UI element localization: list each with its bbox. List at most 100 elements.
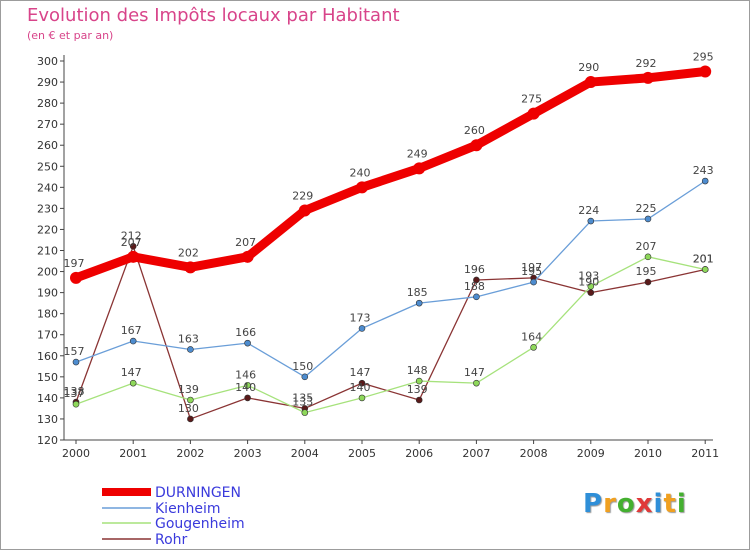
y-tick-label: 120 (37, 434, 58, 447)
data-point (587, 217, 595, 225)
data-point (187, 396, 194, 404)
proxiti-logo: Proxiti (583, 489, 687, 519)
x-tick-label: 2004 (291, 447, 319, 460)
data-label: 137 (64, 387, 85, 400)
y-tick-label: 260 (37, 139, 58, 152)
series-line-durningen (71, 67, 710, 283)
series-line-kienheim (75, 180, 706, 378)
data-label: 197 (521, 261, 542, 274)
legend-label: Kienheim (155, 501, 221, 517)
data-point (127, 250, 140, 263)
x-tick-label: 2009 (577, 447, 605, 460)
y-tick-label: 280 (37, 97, 58, 110)
y-tick-label: 130 (37, 413, 58, 426)
y-tick-label: 210 (37, 245, 58, 258)
logo-letter: P (583, 489, 604, 519)
y-tick-label: 300 (37, 55, 58, 68)
data-label: 163 (178, 332, 199, 345)
x-tick-label: 2001 (119, 447, 147, 460)
data-point (358, 394, 366, 402)
data-point (415, 299, 423, 307)
data-label: 139 (178, 383, 199, 396)
data-label: 147 (464, 366, 485, 379)
x-tick-label: 2008 (520, 447, 548, 460)
data-label: 295 (693, 51, 714, 64)
logo-letter: i (653, 489, 664, 519)
data-label: 173 (350, 311, 371, 324)
data-point (129, 337, 137, 345)
logo-letter: o (616, 489, 636, 519)
data-label: 150 (292, 360, 313, 373)
x-tick-label: 2010 (634, 447, 662, 460)
data-point (642, 71, 654, 84)
data-label: 290 (578, 61, 599, 74)
data-point (72, 400, 80, 408)
data-label: 275 (521, 93, 542, 106)
y-tick-label: 290 (37, 76, 58, 89)
data-point (473, 379, 480, 387)
data-point (415, 396, 423, 404)
y-tick-label: 160 (37, 350, 58, 363)
data-point (301, 409, 309, 416)
data-label: 148 (407, 364, 428, 377)
x-tick-label: 2006 (405, 447, 433, 460)
data-label: 212 (121, 229, 142, 242)
y-tick-label: 220 (37, 223, 58, 236)
data-label: 229 (292, 189, 313, 202)
data-label: 188 (464, 280, 485, 293)
data-label: 202 (178, 246, 199, 259)
x-tick-label: 2002 (176, 447, 204, 460)
data-point (587, 282, 595, 290)
data-point (184, 261, 197, 274)
data-point (530, 278, 537, 286)
x-tick-label: 2003 (234, 447, 262, 460)
y-tick-label: 170 (37, 329, 58, 342)
data-label: 167 (121, 324, 142, 337)
legend-label: Gougenheim (155, 516, 245, 532)
data-point (527, 107, 540, 120)
data-point (470, 139, 483, 152)
data-label: 201 (693, 252, 714, 265)
data-label: 140 (235, 381, 256, 394)
data-point (129, 379, 137, 387)
data-label: 249 (407, 147, 428, 160)
data-point (358, 379, 366, 387)
data-label: 138 (64, 385, 85, 398)
data-label: 201 (693, 252, 714, 265)
data-point (701, 177, 709, 185)
data-label: 185 (407, 286, 428, 299)
logo-letter: r (603, 489, 617, 519)
data-label: 139 (407, 383, 428, 396)
data-point (244, 381, 251, 389)
data-label: 133 (292, 396, 313, 409)
y-tick-label: 230 (37, 202, 58, 215)
chart-subtitle: (en € et par an) (27, 29, 114, 42)
data-point (72, 358, 80, 366)
data-label: 240 (350, 166, 371, 179)
y-tick-label: 200 (37, 266, 58, 279)
data-label: 207 (121, 236, 142, 249)
data-label: 207 (235, 236, 256, 249)
y-tick-label: 180 (37, 308, 58, 321)
data-point (301, 373, 309, 381)
data-label: 225 (636, 202, 657, 215)
data-label: 147 (350, 366, 371, 379)
data-label: 193 (578, 269, 599, 282)
data-point (241, 250, 254, 263)
data-point (473, 276, 480, 284)
x-tick-label: 2005 (348, 447, 376, 460)
y-tick-label: 270 (37, 118, 58, 131)
data-point (298, 204, 311, 217)
data-point (244, 394, 251, 402)
y-tick-label: 190 (37, 287, 58, 300)
y-tick-label: 250 (37, 160, 58, 173)
data-point (187, 415, 194, 423)
series-line-gougenheim (75, 256, 706, 414)
data-point (473, 293, 480, 301)
y-tick-label: 140 (37, 392, 58, 405)
x-tick-label: 2007 (462, 447, 490, 460)
data-point (644, 215, 652, 223)
data-point (701, 266, 709, 273)
data-label: 195 (636, 265, 657, 278)
